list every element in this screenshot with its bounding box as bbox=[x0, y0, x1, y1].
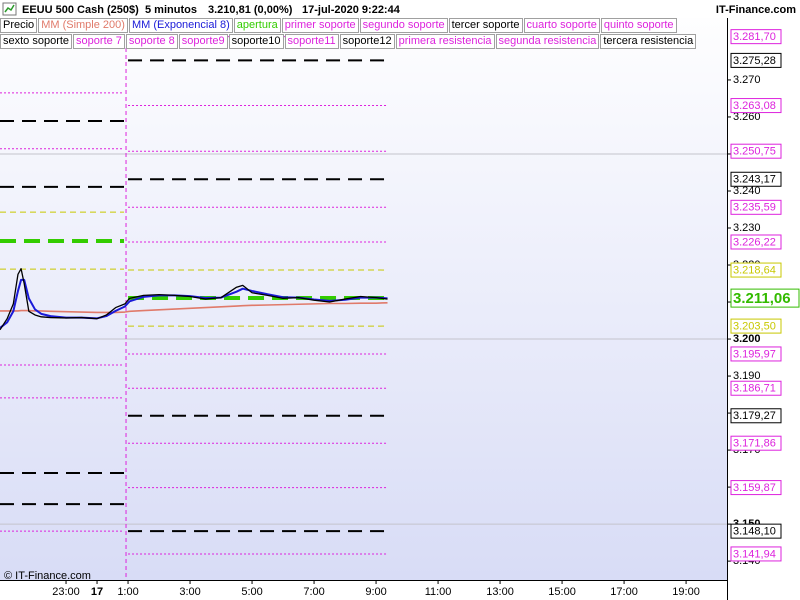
legend-entry: segunda resistencia bbox=[495, 34, 600, 49]
x-tick-label: 5:00 bbox=[241, 586, 262, 598]
legend-entry: tercer soporte bbox=[448, 18, 523, 33]
level-label: 3.275,28 bbox=[733, 55, 776, 67]
legend-entry: soporte 8 bbox=[125, 34, 178, 49]
level-label: 3.243,17 bbox=[733, 174, 776, 186]
level-label-box bbox=[730, 98, 782, 114]
legend-entry: MM (Exponencial 8) bbox=[128, 18, 233, 33]
levels bbox=[0, 36, 388, 555]
legend-entry: quinto soporte bbox=[600, 18, 677, 33]
level-label: 3.203,50 bbox=[733, 320, 776, 332]
legend-entry: cuarto soporte bbox=[523, 18, 600, 33]
level-label-box bbox=[730, 523, 782, 539]
x-tick-label: 7:00 bbox=[303, 586, 324, 598]
y-tick-label: 3.260 bbox=[733, 111, 761, 123]
level-label-box bbox=[730, 199, 782, 215]
plot-area bbox=[0, 0, 727, 580]
level-label: 3.263,08 bbox=[733, 100, 776, 112]
x-tick-label: 3:00 bbox=[179, 586, 200, 598]
level-label-box bbox=[730, 435, 782, 451]
level-label: 3.159,87 bbox=[733, 482, 776, 494]
level-label-box bbox=[730, 29, 782, 45]
last-price-label: 3.211,06 bbox=[733, 290, 791, 307]
copyright: © IT-Finance.com bbox=[4, 570, 91, 582]
last-change: 3.210,81 (0,00%) bbox=[208, 4, 293, 16]
x-tick-label: 23:00 bbox=[52, 586, 80, 598]
level-label-box bbox=[730, 546, 782, 562]
grid bbox=[0, 48, 727, 580]
level-label: 3.218,64 bbox=[733, 264, 776, 276]
legend-entry: soporte11 bbox=[284, 34, 339, 49]
y-tick-label: 3.200 bbox=[733, 333, 761, 345]
x-tick-label: 13:00 bbox=[486, 586, 514, 598]
level-label: 3.281,70 bbox=[733, 31, 776, 43]
x-tick-label: 19:00 bbox=[672, 586, 700, 598]
level-label-box bbox=[730, 171, 782, 187]
y-tick-label: 3.230 bbox=[733, 222, 761, 234]
series-line bbox=[0, 301, 388, 314]
legend-entry: tercera resistencia bbox=[600, 34, 697, 49]
x-tick-label: 9:00 bbox=[365, 586, 386, 598]
level-label-box bbox=[730, 318, 782, 334]
timestamp: 17-jul-2020 9:22:44 bbox=[302, 4, 401, 16]
legend-entry: apertura bbox=[233, 18, 281, 33]
level-label: 3.171,86 bbox=[733, 438, 776, 450]
y-tick-label: 3.240 bbox=[733, 185, 761, 197]
level-label: 3.250,75 bbox=[733, 146, 776, 158]
legend-entry: MM (Simple 200) bbox=[38, 18, 128, 33]
level-label: 3.226,22 bbox=[733, 236, 776, 248]
level-label-box bbox=[730, 380, 782, 396]
app-icon bbox=[2, 2, 17, 16]
level-label-box bbox=[730, 143, 782, 159]
level-label: 3.148,10 bbox=[733, 526, 776, 538]
level-label-box bbox=[730, 52, 782, 68]
legend-entry: primera resistencia bbox=[395, 34, 495, 49]
legend-entry: soporte10 bbox=[228, 34, 284, 49]
header-bar bbox=[0, 0, 800, 18]
x-tick-label: 17 bbox=[91, 586, 103, 598]
x-tick-label: 1:00 bbox=[117, 586, 138, 598]
instrument-title: EEUU 500 Cash (250$) bbox=[22, 4, 139, 16]
lines bbox=[0, 268, 388, 331]
legend-entry: soporte 7 bbox=[73, 34, 125, 49]
level-label-box bbox=[730, 262, 782, 278]
legend-entry: segundo soporte bbox=[359, 18, 448, 33]
level-label: 3.195,97 bbox=[733, 348, 776, 360]
legend-entry: sexto soporte bbox=[0, 34, 73, 49]
legend-entry: soporte12 bbox=[339, 34, 395, 49]
series-line bbox=[0, 268, 388, 331]
x-tick-label: 17:00 bbox=[610, 586, 638, 598]
level-label-box bbox=[730, 234, 782, 250]
level-label: 3.235,59 bbox=[733, 202, 776, 214]
y-tick-label: 3.270 bbox=[733, 74, 761, 86]
legend: Precio MM (Simple 200) MM (Exponencial 8) a… bbox=[0, 18, 727, 49]
level-label: 3.141,94 bbox=[733, 548, 776, 560]
y-tick-label: 3.190 bbox=[733, 370, 761, 382]
brand: IT-Finance.com bbox=[716, 4, 796, 16]
interval: 5 minutos bbox=[145, 4, 197, 16]
x-tick-label: 15:00 bbox=[548, 586, 576, 598]
level-label-box bbox=[730, 480, 782, 496]
legend-entry: primer soporte bbox=[281, 18, 359, 33]
x-tick-label: 11:00 bbox=[425, 586, 452, 598]
level-label-box bbox=[730, 408, 782, 424]
legend-entry: soporte9 bbox=[178, 34, 228, 49]
level-label: 3.179,27 bbox=[733, 410, 776, 422]
level-label: 3.186,71 bbox=[733, 383, 776, 395]
axes: 3.2703.2603.2503.2403.2303.2203.2103.200… bbox=[52, 29, 800, 598]
legend-entry: Precio bbox=[0, 18, 38, 33]
last-price-box bbox=[730, 288, 800, 308]
level-label-box bbox=[730, 346, 782, 362]
